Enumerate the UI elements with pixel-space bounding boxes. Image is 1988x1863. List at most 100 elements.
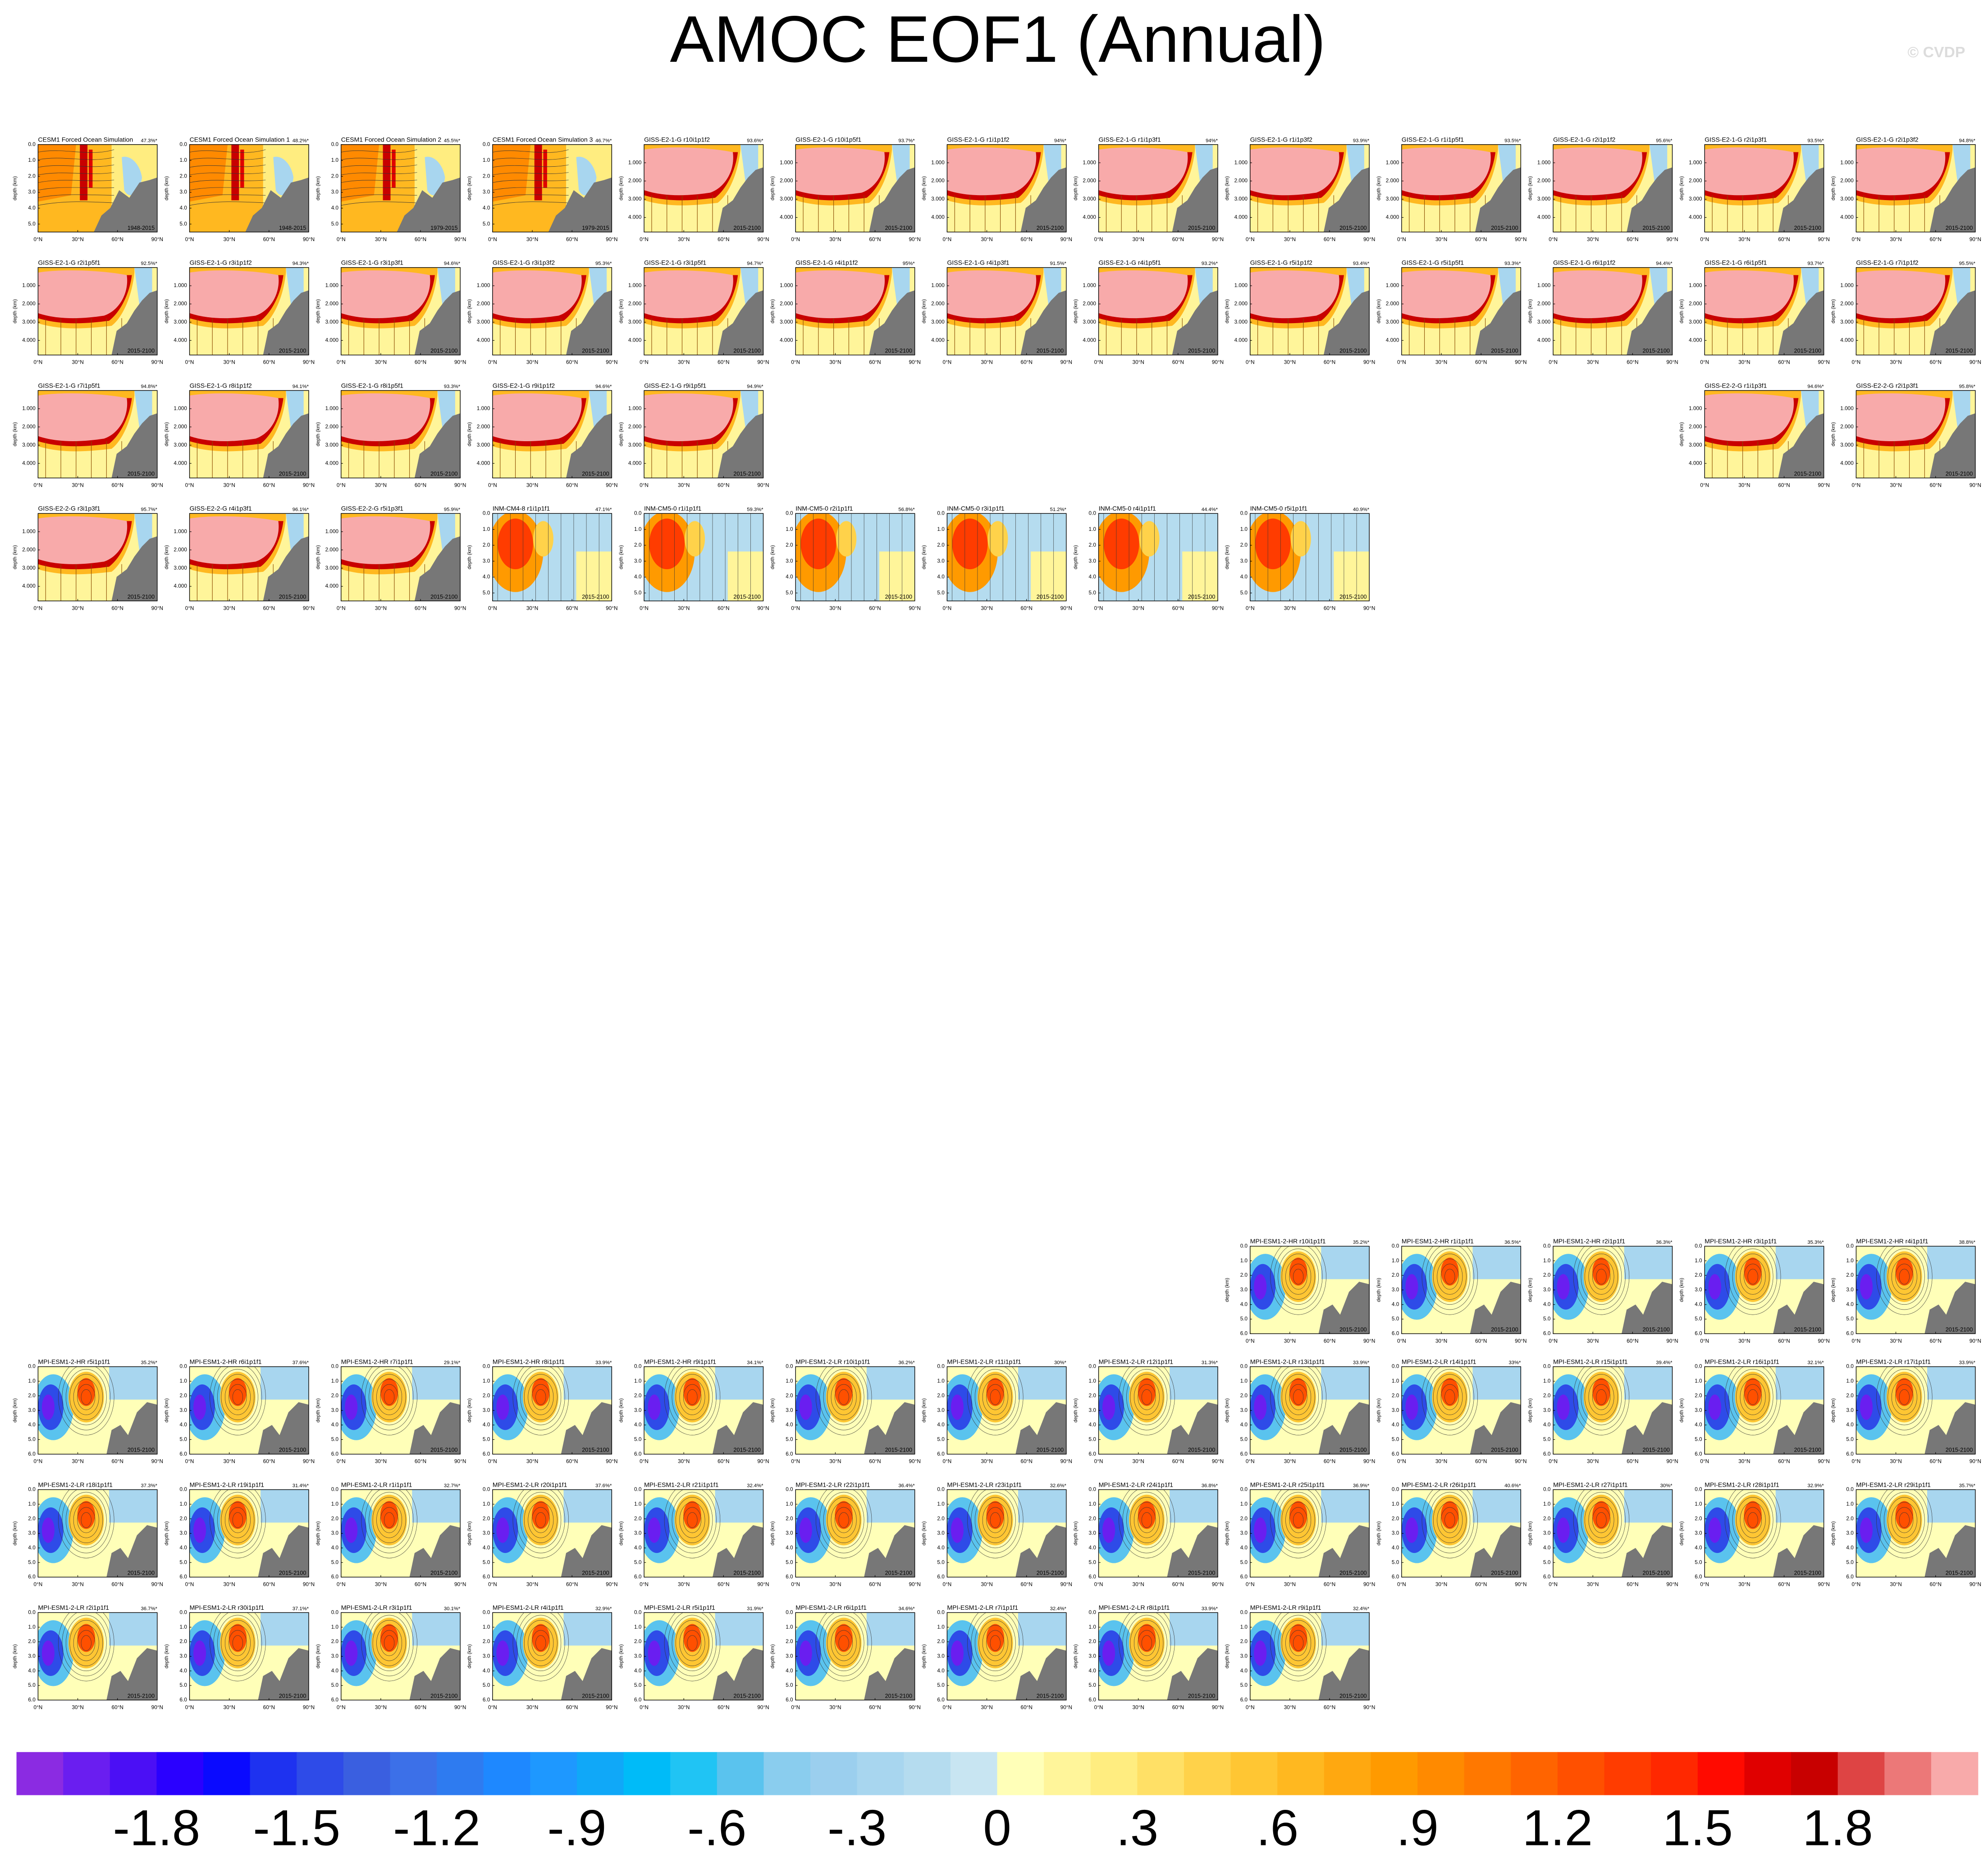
- x-tick-label: 30°N: [1587, 1581, 1599, 1588]
- y-tick-label: 5.0: [1240, 1436, 1248, 1442]
- y-tick-label: 4.000: [1234, 214, 1248, 220]
- y-tick-label: 2.0: [1695, 1392, 1702, 1398]
- contour: [213, 1489, 262, 1553]
- contour: [978, 1374, 1012, 1420]
- panel-plot: [341, 1489, 461, 1577]
- topography: [106, 1402, 157, 1454]
- panel-title: MPI-ESM1-2-LR r15i1p1f1: [1553, 1358, 1628, 1365]
- y-tick-label: 0.0: [180, 1363, 187, 1370]
- y-tick-label: 4.0: [28, 205, 36, 211]
- panel-title: MPI-ESM1-2-LR r26i1p1f1: [1402, 1481, 1476, 1488]
- y-tick-label: 1.000: [628, 405, 642, 411]
- x-tick-label: 60°N: [566, 1458, 578, 1465]
- y-tick-label: 5.0: [634, 1436, 642, 1442]
- y-tick-label: 0.0: [28, 1363, 36, 1370]
- field: [1289, 1378, 1307, 1406]
- x-tick-label: 60°N: [718, 482, 729, 489]
- panel-percent: 38.8%*: [1959, 1240, 1976, 1245]
- y-tick-label: 1.0: [1089, 526, 1097, 532]
- contour: [1122, 1366, 1171, 1430]
- contour: [1588, 1502, 1614, 1538]
- x-tick-label: 0°N: [1700, 482, 1709, 489]
- panel-percent: 95.5%*: [1959, 261, 1976, 266]
- x-tick-label: 0°N: [185, 359, 194, 365]
- topography: [1318, 1648, 1370, 1700]
- topography: [1172, 290, 1218, 355]
- field: [683, 1378, 701, 1406]
- y-tick-label: 3.0: [483, 1530, 490, 1536]
- field: [1255, 518, 1291, 570]
- field: [563, 1366, 612, 1400]
- contour: [1592, 1264, 1611, 1290]
- topography: [1318, 1402, 1370, 1454]
- panel-frame: [189, 267, 309, 356]
- panel-title: MPI-ESM1-2-HR r6i1p1f1: [190, 1358, 262, 1365]
- panel-frame: [1553, 267, 1673, 356]
- y-tick-label: 4.0: [786, 1667, 793, 1674]
- colorbar-box: [1044, 1752, 1091, 1795]
- contour: [217, 1369, 258, 1425]
- y-tick-label: 2.0: [1846, 1392, 1854, 1398]
- y-tick-label: 4.000: [1689, 214, 1702, 220]
- y-tick-label: 6.0: [1089, 1451, 1097, 1457]
- contour: [1880, 1489, 1929, 1553]
- topography: [1470, 1525, 1521, 1577]
- contour: [1429, 1248, 1471, 1305]
- x-tick-label: 0°N: [1246, 1458, 1255, 1465]
- contour: [524, 1497, 558, 1543]
- y-tick-label: 2.0: [634, 1638, 642, 1644]
- panel-plot: [947, 1612, 1066, 1700]
- y-tick-label: 4.000: [22, 583, 36, 589]
- y-tick-label: 4.0: [1240, 574, 1248, 580]
- x-tick-label: 30°N: [375, 1458, 387, 1465]
- y-tick-label: 1.000: [780, 282, 793, 288]
- contour: [967, 1366, 1024, 1435]
- contour: [1592, 1384, 1611, 1410]
- y-axis-label: depth (km): [1831, 1398, 1836, 1423]
- contour: [1274, 1246, 1323, 1310]
- x-tick-label: 30°N: [224, 236, 235, 242]
- y-tick-label: 0.0: [28, 1609, 36, 1615]
- panel-frame: [1704, 267, 1824, 356]
- x-tick-label: 30°N: [1435, 1581, 1447, 1588]
- colorbar-label: .6: [1256, 1799, 1298, 1856]
- topography: [869, 167, 915, 232]
- contour: [224, 1379, 251, 1415]
- panel-percent: 36.2%*: [898, 1360, 915, 1365]
- panel-title: MPI-ESM1-2-LR r5i1p1f1: [644, 1604, 715, 1611]
- panel-title: MPI-ESM1-2-LR r6i1p1f1: [795, 1604, 867, 1611]
- y-tick-label: 6.0: [1543, 1451, 1551, 1457]
- y-axis-label: depth (km): [770, 1398, 776, 1423]
- y-tick-label: 4.0: [331, 1544, 339, 1551]
- y-tick-label: 4.0: [331, 1421, 339, 1428]
- y-tick-label: 1.0: [786, 1378, 793, 1384]
- y-tick-label: 4.000: [1689, 337, 1702, 343]
- contour: [1119, 1366, 1175, 1435]
- contour: [1895, 1384, 1914, 1410]
- y-tick-label: 3.000: [1689, 196, 1702, 202]
- panel-period: 2015-2100: [1339, 1693, 1366, 1699]
- contour: [520, 1369, 562, 1425]
- contour: [38, 164, 114, 168]
- x-tick-label: 60°N: [1930, 1338, 1942, 1344]
- panel-frame: [1855, 267, 1976, 356]
- panel-frame: [37, 267, 158, 356]
- colorbar-label: 1.2: [1522, 1799, 1593, 1856]
- colorbar-label: -.9: [547, 1799, 606, 1856]
- y-tick-label: 1.000: [931, 282, 945, 288]
- panel-period: 2015-2100: [279, 1447, 306, 1453]
- colorbar-label: -.6: [687, 1799, 746, 1856]
- panel-title: CESM1 Forced Ocean Simulation 2: [341, 136, 442, 143]
- x-tick-label: 60°N: [1930, 1581, 1942, 1588]
- panel-period: 2015-2100: [430, 1693, 457, 1699]
- panel-plot: [1401, 1246, 1521, 1334]
- field: [1927, 1366, 1975, 1400]
- field: [644, 393, 733, 441]
- y-tick-label: 3.0: [937, 1653, 945, 1659]
- field: [576, 156, 597, 196]
- panel-percent: 32.4%*: [1353, 1606, 1370, 1612]
- y-tick-label: 2.0: [180, 1515, 187, 1521]
- field: [1592, 1257, 1610, 1286]
- x-tick-label: 60°N: [1324, 1704, 1335, 1710]
